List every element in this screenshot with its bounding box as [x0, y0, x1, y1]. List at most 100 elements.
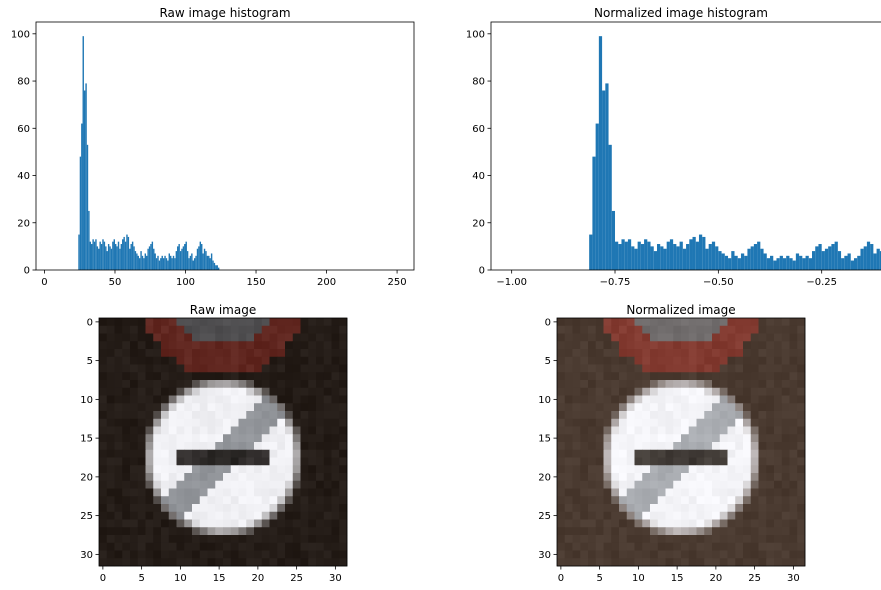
image-pixel: [650, 496, 659, 505]
image-pixel: [292, 535, 301, 544]
image-pixel: [696, 403, 705, 412]
image-pixel: [99, 457, 108, 466]
image-pixel: [727, 473, 736, 482]
image-pixel: [673, 542, 682, 551]
histogram-bar: [857, 255, 861, 270]
histogram-bar: [792, 260, 796, 270]
image-pixel: [688, 449, 697, 458]
image-pixel: [176, 341, 185, 350]
image-pixel: [743, 504, 752, 513]
image-pixel: [300, 504, 309, 513]
image-pixel: [611, 550, 620, 559]
image-pixel: [681, 473, 690, 482]
image-pixel: [619, 496, 628, 505]
image-pixel: [161, 480, 170, 489]
image-pixel: [774, 349, 783, 358]
image-pixel: [595, 318, 604, 327]
image-pixel: [743, 558, 752, 567]
image-pixel: [681, 519, 690, 528]
image-pixel: [797, 403, 806, 412]
image-pixel: [681, 380, 690, 389]
image-pixel: [261, 333, 270, 342]
image-pixel: [153, 364, 162, 373]
image-pixel: [168, 356, 177, 365]
image-pixel: [215, 449, 224, 458]
image-pixel: [611, 426, 620, 435]
image-pixel: [199, 403, 208, 412]
histogram-bar: [805, 255, 809, 270]
image-pixel: [797, 488, 806, 497]
image-pixel: [743, 535, 752, 544]
image-pixel: [176, 473, 185, 482]
image-pixel: [650, 418, 659, 427]
image-pixel: [681, 434, 690, 443]
image-pixel: [331, 364, 340, 373]
image-pixel: [789, 535, 798, 544]
image-pixel: [696, 380, 705, 389]
histogram-bar: [99, 241, 101, 270]
image-pixel: [238, 488, 247, 497]
image-pixel: [207, 318, 216, 327]
image-pixel: [285, 473, 294, 482]
image-pixel: [580, 527, 589, 536]
image-pixel: [145, 426, 154, 435]
image-pixel: [292, 418, 301, 427]
image-pixel: [238, 318, 247, 327]
histogram-bar: [795, 253, 800, 270]
image-pixel: [292, 426, 301, 435]
image-pixel: [223, 527, 232, 536]
image-pixel: [199, 341, 208, 350]
image-pixel: [712, 364, 721, 373]
image-pixel: [696, 480, 705, 489]
image-pixel: [642, 550, 651, 559]
image-pixel: [572, 395, 581, 404]
image-pixel: [246, 325, 255, 334]
image-pixel: [230, 511, 239, 520]
image-pixel: [727, 434, 736, 443]
image-pixel: [199, 411, 208, 420]
image-pixel: [161, 504, 170, 513]
image-pixel: [719, 395, 728, 404]
image-pixel: [781, 496, 790, 505]
histogram-bar: [789, 258, 793, 270]
image-pixel: [580, 457, 589, 466]
image-pixel: [215, 418, 224, 427]
histogram-bar: [146, 255, 148, 270]
image-pixel: [634, 325, 643, 334]
image-pixel: [727, 380, 736, 389]
image-pixel: [277, 558, 286, 567]
image-pixel: [657, 387, 666, 396]
image-pixel: [789, 511, 798, 520]
image-pixel: [114, 325, 123, 334]
normalized-histogram-frame: [490, 21, 881, 271]
image-pixel: [215, 480, 224, 489]
image-pixel: [564, 527, 573, 536]
image-pixel: [580, 504, 589, 513]
image-pixel: [650, 434, 659, 443]
image-pixel: [230, 395, 239, 404]
image-pixel: [626, 496, 635, 505]
histogram-bar: [199, 241, 202, 270]
image-pixel: [789, 558, 798, 567]
histogram-bar: [123, 236, 125, 270]
image-pixel: [626, 426, 635, 435]
image-pixel: [657, 519, 666, 528]
image-pixel: [719, 364, 728, 373]
image-pixel: [106, 535, 115, 544]
image-pixel: [230, 527, 239, 536]
image-pixel: [153, 542, 162, 551]
image-pixel: [595, 364, 604, 373]
image-pixel: [308, 511, 317, 520]
image-pixel: [719, 356, 728, 365]
image-pixel: [650, 426, 659, 435]
image-pixel: [176, 442, 185, 451]
image-pixel: [580, 349, 589, 358]
histogram-bar: [589, 234, 593, 270]
image-pixel: [207, 372, 216, 381]
image-pixel: [696, 426, 705, 435]
image-pixel: [673, 480, 682, 489]
image-pixel: [797, 318, 806, 327]
image-pixel: [712, 457, 721, 466]
image-pixel: [588, 519, 597, 528]
image-pixel: [145, 527, 154, 536]
